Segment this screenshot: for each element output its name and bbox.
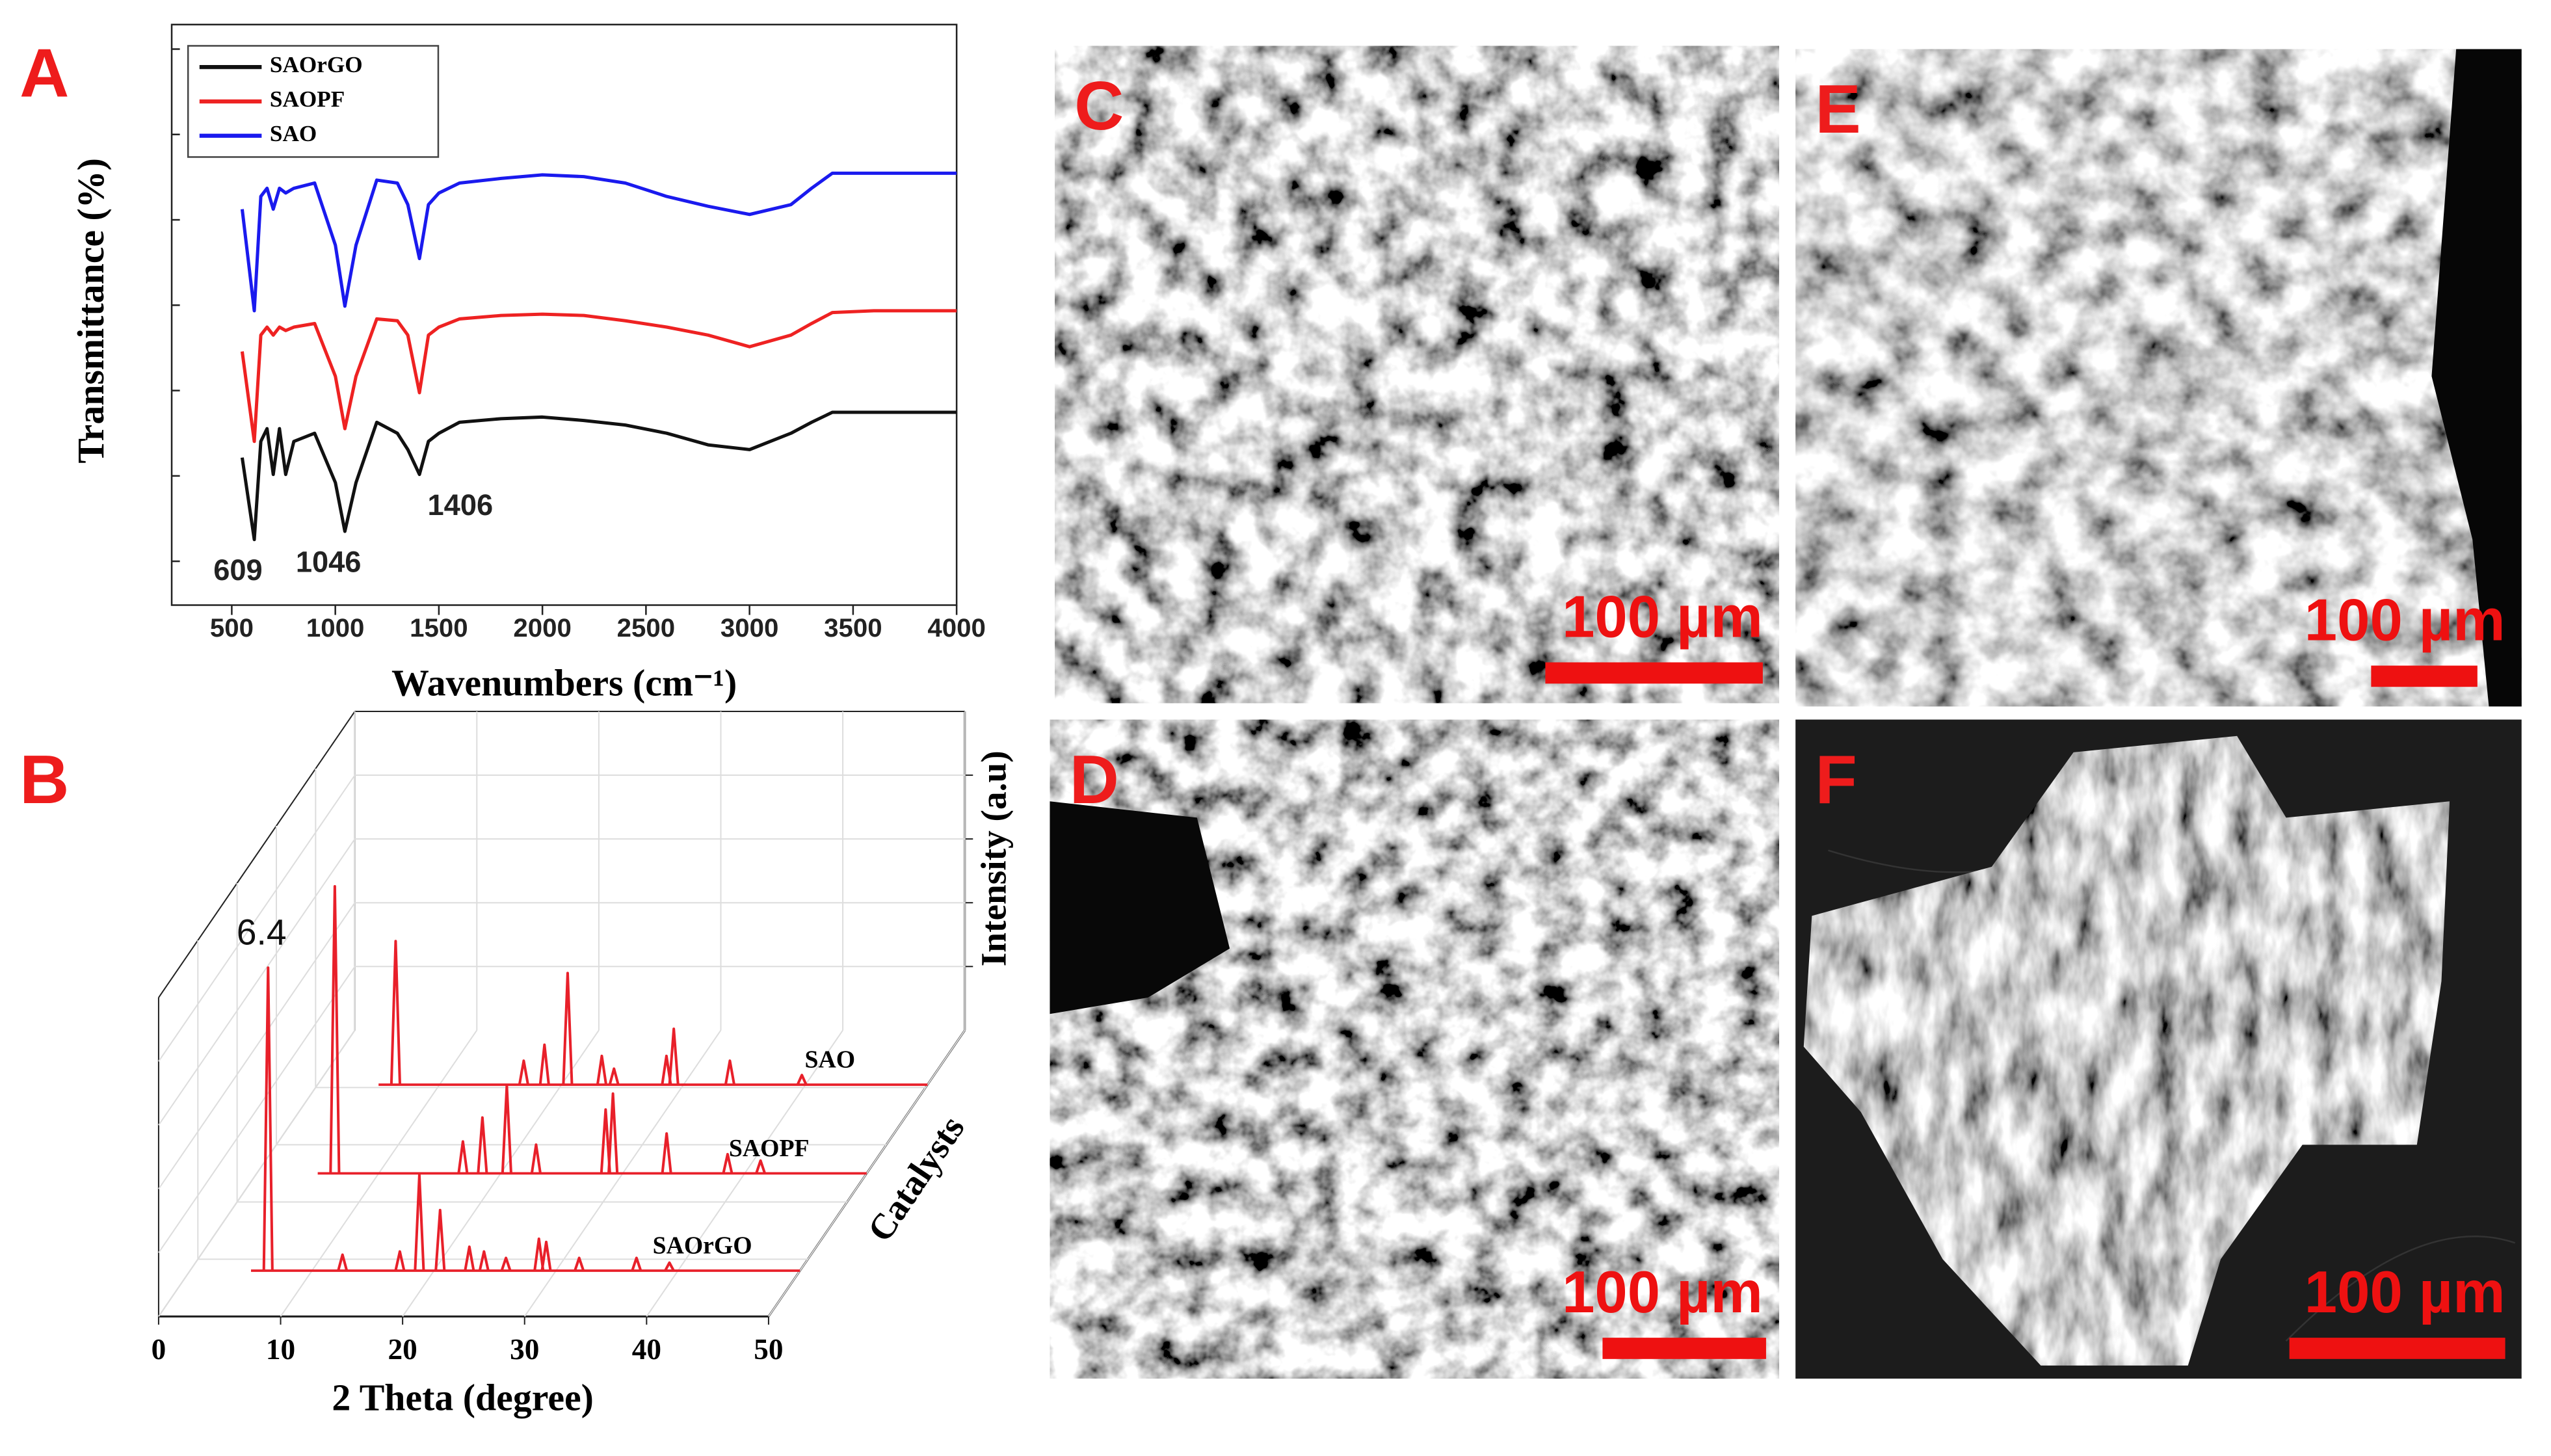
peak	[518, 1059, 529, 1085]
panel-label: D	[1070, 741, 1119, 818]
peak	[414, 1173, 425, 1271]
peak	[540, 1240, 552, 1271]
x-tick-label: 3500	[824, 613, 882, 642]
sem-layer: C 100 µm D 100 µm E 100 µm F 100 µm	[1050, 46, 2522, 1379]
sem-image	[1795, 49, 2522, 707]
x-tick-label: 3000	[720, 613, 778, 642]
peak-annotation: 609	[213, 553, 262, 587]
peak	[394, 1250, 406, 1271]
sem-shadow	[2431, 49, 2522, 707]
peak	[608, 1067, 620, 1085]
sem-particle	[1803, 735, 2450, 1366]
peak	[631, 1256, 642, 1271]
legend-label: SAO	[270, 121, 317, 146]
peak	[722, 1152, 734, 1174]
peak	[562, 972, 574, 1085]
x-axis-label: Wavenumbers (cm⁻¹)	[391, 662, 737, 704]
series-line	[240, 309, 957, 443]
sem-shadow	[1050, 801, 1230, 1014]
x-tick-label: 2500	[617, 613, 675, 642]
peak	[533, 1237, 545, 1271]
scale-bar	[1602, 1338, 1766, 1359]
peak	[668, 1027, 680, 1085]
peak	[530, 1143, 542, 1174]
side-grid-line	[158, 838, 356, 1126]
scale-bar-label: 100 µm	[1562, 1260, 1763, 1325]
side-grid-line	[158, 966, 356, 1253]
peak	[337, 1253, 349, 1271]
peak	[538, 1043, 550, 1085]
panel-label: E	[1815, 71, 1860, 148]
side-grid-line	[158, 902, 356, 1189]
peak	[796, 1074, 808, 1085]
peak	[664, 1261, 675, 1271]
x-tick-label: 50	[754, 1333, 783, 1366]
legend-label: SAOrGO	[270, 52, 363, 77]
x-tick-label: 10	[266, 1333, 295, 1366]
panel-label: B	[20, 741, 69, 818]
scale-bar	[1545, 662, 1763, 684]
peak	[596, 1054, 608, 1085]
peak	[574, 1256, 585, 1271]
peak	[607, 1092, 619, 1174]
peak-annotation: 6.4	[237, 912, 287, 952]
series-line	[240, 410, 957, 542]
peak	[434, 1208, 446, 1271]
peak	[501, 1084, 512, 1174]
x-axis-label: 2 Theta (degree)	[332, 1376, 594, 1418]
x-tick-label: 1500	[410, 613, 468, 642]
x-tick-label: 40	[632, 1333, 661, 1366]
x-tick-label: 500	[210, 613, 254, 642]
peak	[755, 1159, 767, 1174]
panel-label: F	[1815, 741, 1857, 818]
peak	[262, 966, 274, 1271]
peak	[600, 1108, 611, 1174]
series-label: SAOrGO	[653, 1232, 752, 1259]
panel-label: A	[20, 35, 69, 112]
y-axis-label: Intensity (a.u)	[974, 750, 1014, 966]
x-tick-label: 30	[510, 1333, 539, 1366]
peak	[464, 1245, 475, 1271]
series-line	[240, 171, 957, 313]
sem-image	[1055, 46, 1780, 704]
panel-label: C	[1074, 68, 1124, 144]
peak	[724, 1059, 735, 1085]
x-tick-label: 0	[152, 1333, 166, 1366]
y-axis-label: Transmittance (%)	[70, 158, 112, 464]
x-tick-label: 1000	[306, 613, 364, 642]
series-label: SAOPF	[729, 1135, 810, 1162]
x-tick-label: 20	[388, 1333, 417, 1366]
peak	[390, 940, 402, 1085]
peak	[477, 1116, 488, 1174]
peak	[329, 885, 341, 1174]
scale-bar-label: 100 µm	[1562, 585, 1763, 650]
peak	[478, 1250, 490, 1271]
plot-frame	[170, 23, 958, 606]
scale-bar	[2371, 665, 2478, 687]
scale-bar-label: 100 µm	[2305, 1260, 2505, 1325]
x-tick-label: 4000	[927, 613, 985, 642]
box-edge	[158, 711, 356, 998]
scale-bar	[2289, 1338, 2505, 1359]
peak	[457, 1140, 469, 1174]
side-grid-line	[158, 774, 356, 1062]
peak-annotation: 1046	[296, 545, 362, 578]
peak	[661, 1132, 672, 1174]
x-tick-label: 2000	[513, 613, 571, 642]
peak-annotation: 1406	[427, 488, 493, 522]
peak	[500, 1256, 512, 1271]
scale-bar-label: 100 µm	[2305, 588, 2505, 654]
z-axis-label: Catalysts	[860, 1109, 972, 1249]
legend-label: SAOPF	[270, 86, 345, 112]
series-label: SAO	[805, 1046, 856, 1073]
grid-line	[158, 1029, 356, 1317]
